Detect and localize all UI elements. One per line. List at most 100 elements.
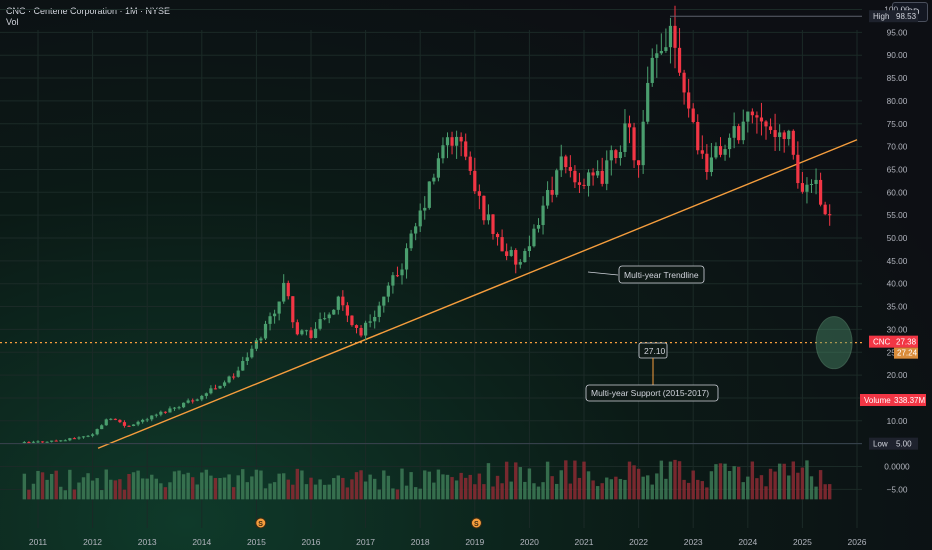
candle-body [691, 108, 695, 122]
volume-bar [773, 471, 777, 500]
volume-bar [341, 477, 345, 500]
candle-body [54, 440, 58, 442]
volume-bar [72, 489, 77, 500]
candle-body [732, 126, 736, 138]
volume-bar [664, 478, 668, 500]
volume-bar [568, 483, 573, 500]
candle-body [505, 251, 509, 256]
volume-bar [641, 476, 645, 500]
candle-body [532, 228, 536, 247]
candle-body [750, 111, 754, 116]
candle-body [172, 407, 177, 409]
volume-bar [204, 469, 209, 500]
candle-body [609, 150, 613, 161]
volume-bar [140, 478, 145, 500]
volume-bar [213, 478, 218, 500]
candle-body [459, 136, 463, 142]
volume-bar [636, 468, 641, 500]
volume-bar [732, 466, 736, 500]
volume-bar [295, 468, 300, 500]
volume-bar [172, 471, 177, 500]
volume-bar [577, 477, 582, 500]
candle-body [318, 319, 322, 329]
volume-bar [532, 483, 536, 500]
trendline[interactable] [97, 139, 858, 449]
candle-body [218, 385, 222, 389]
candle-body [186, 400, 190, 403]
support-label-box [585, 384, 719, 402]
price-tick-label: 0.0000 [884, 462, 910, 472]
price-tick-label: 45.00 [887, 256, 908, 266]
candle-body [582, 184, 586, 186]
candle-body [59, 440, 63, 442]
candle-body [291, 296, 295, 323]
volume-bar [413, 487, 418, 500]
volume-bar [559, 470, 563, 500]
candle-body [204, 393, 208, 396]
candle-body [304, 330, 309, 332]
cnc-tag-value2: 27.24 [897, 349, 918, 358]
volume-bar [409, 472, 413, 500]
candle-body [646, 82, 650, 122]
volume-bar [377, 489, 381, 500]
candle-body [263, 323, 268, 339]
volume-bar [259, 470, 263, 500]
price-tick-label: 40.00 [887, 279, 908, 289]
volume-bar [450, 477, 454, 500]
volume-bar [236, 475, 240, 500]
volume-bar [54, 470, 58, 500]
x-tick-label: 2025 [793, 537, 812, 547]
volume-bar [359, 470, 363, 500]
candle-body [145, 419, 149, 421]
volume-bar [363, 481, 368, 500]
volume-bar [536, 486, 541, 500]
volume-bar [614, 476, 618, 500]
candle-body [273, 313, 277, 317]
volume-bar [650, 484, 654, 500]
volume-tag [860, 394, 926, 406]
volume-bar [523, 481, 527, 500]
volume-bar [564, 460, 568, 500]
volume-bar [436, 469, 441, 500]
volume-bar [591, 480, 595, 500]
candle-body [213, 388, 218, 390]
event-marker-icon[interactable] [255, 517, 267, 529]
volume-bar [304, 484, 309, 500]
price-tick-label: 20.00 [887, 370, 908, 380]
volume-bar [432, 482, 436, 500]
candle-body [168, 408, 172, 413]
volume-bar [154, 478, 158, 500]
candle-body [423, 207, 427, 211]
volume-bar [605, 477, 609, 500]
volume-bar [254, 469, 259, 500]
volume-bar [423, 470, 427, 500]
volume-bar [373, 478, 377, 500]
volume-bar [322, 484, 327, 500]
candle-body [414, 226, 418, 234]
volume-bar [90, 480, 95, 500]
candle-body [436, 158, 440, 178]
candle-body [800, 183, 804, 192]
volume-bar [36, 470, 40, 500]
x-tick-label: 2017 [356, 537, 375, 547]
candle-body [209, 388, 213, 394]
event-marker-icon[interactable] [470, 517, 482, 529]
volume-bar [686, 482, 691, 500]
candle-body [477, 191, 481, 196]
candle-body [377, 305, 381, 317]
candle-body [295, 322, 299, 335]
volume-bar [509, 481, 513, 500]
volume-bar [109, 479, 113, 500]
low-tag-value: 5.00 [896, 440, 912, 449]
volume-bar [45, 479, 49, 500]
volume-bar [809, 476, 814, 500]
candle-body [464, 141, 468, 157]
candle-body [541, 205, 545, 226]
candle-body [819, 179, 823, 205]
volume-bar [163, 487, 168, 500]
candle-body [709, 157, 713, 172]
volume-bar [127, 474, 131, 500]
price-tick-label: 50.00 [887, 233, 908, 243]
volume-bar [782, 463, 786, 500]
